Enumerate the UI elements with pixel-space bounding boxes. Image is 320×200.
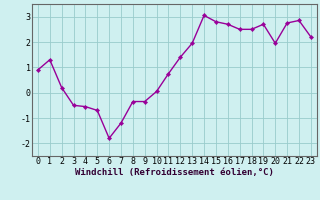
X-axis label: Windchill (Refroidissement éolien,°C): Windchill (Refroidissement éolien,°C) bbox=[75, 168, 274, 177]
